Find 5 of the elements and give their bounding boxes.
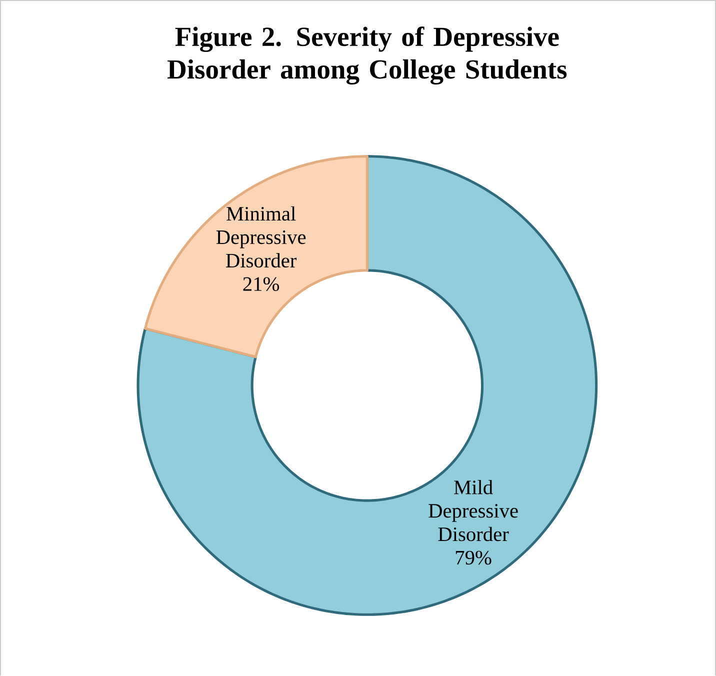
data-label: 79% (456, 550, 492, 565)
slice-label: Mild Depressive Disorder (428, 480, 518, 542)
slice-label: Minimal Depressive Disorder (216, 206, 306, 268)
chart-title: Figure 2. Severity of Depressive Disorder among College Students (168, 26, 567, 84)
data-label: 21% (243, 277, 280, 291)
